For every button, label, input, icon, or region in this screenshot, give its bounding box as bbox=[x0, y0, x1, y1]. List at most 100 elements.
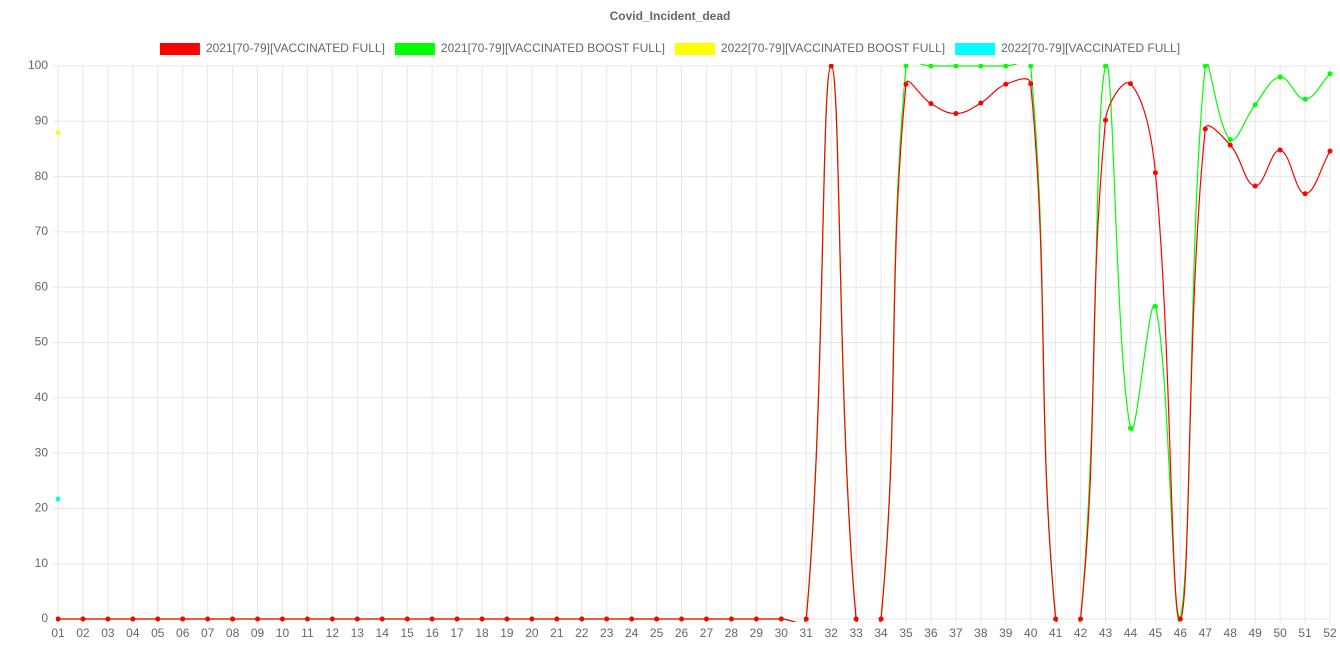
data-point bbox=[1252, 102, 1258, 108]
data-point bbox=[928, 101, 934, 107]
legend-label: 2021[70-79][VACCINATED FULL] bbox=[206, 41, 385, 55]
x-tick-label: 18 bbox=[475, 626, 489, 640]
x-tick-label: 23 bbox=[600, 626, 614, 640]
data-point bbox=[1127, 81, 1133, 87]
legend-item: 2022[70-79][VACCINATED FULL] bbox=[955, 41, 1180, 55]
x-tick-label: 45 bbox=[1149, 626, 1163, 640]
x-tick-label: 05 bbox=[151, 626, 165, 640]
series-line bbox=[58, 65, 1331, 622]
y-tick-label: 30 bbox=[35, 445, 49, 459]
x-tick-label: 31 bbox=[800, 626, 814, 640]
x-tick-label: 04 bbox=[126, 626, 140, 640]
x-tick-label: 12 bbox=[326, 626, 340, 640]
data-point bbox=[953, 111, 959, 117]
data-point bbox=[728, 616, 734, 622]
chart-title: Covid_Incident_dead bbox=[610, 9, 731, 23]
data-point bbox=[1152, 304, 1158, 310]
data-point bbox=[1103, 117, 1109, 123]
data-point bbox=[180, 616, 186, 622]
data-point bbox=[978, 100, 984, 106]
x-tick-label: 09 bbox=[251, 626, 265, 640]
data-point bbox=[1327, 148, 1333, 154]
data-point bbox=[1177, 616, 1183, 622]
legend-label: 2022[70-79][VACCINATED BOOST FULL] bbox=[721, 41, 945, 55]
y-tick-label: 20 bbox=[35, 501, 49, 515]
y-tick-label: 90 bbox=[35, 113, 49, 127]
x-tick-label: 26 bbox=[675, 626, 689, 640]
x-tick-label: 49 bbox=[1248, 626, 1262, 640]
data-point bbox=[529, 616, 535, 622]
x-tick-label: 46 bbox=[1174, 626, 1188, 640]
x-tick-label: 21 bbox=[550, 626, 564, 640]
data-point bbox=[953, 64, 959, 69]
data-point bbox=[579, 616, 585, 622]
x-tick-label: 51 bbox=[1298, 626, 1312, 640]
x-tick-label: 01 bbox=[51, 626, 65, 640]
legend-label: 2021[70-79][VACCINATED BOOST FULL] bbox=[441, 41, 665, 55]
data-point bbox=[778, 616, 784, 622]
data-point bbox=[329, 616, 335, 622]
data-point bbox=[1152, 170, 1158, 176]
x-tick-label: 37 bbox=[949, 626, 963, 640]
data-point bbox=[1202, 126, 1208, 132]
data-point bbox=[903, 81, 909, 87]
x-tick-label: 36 bbox=[924, 626, 938, 640]
data-point bbox=[1028, 64, 1034, 69]
data-point bbox=[679, 616, 685, 622]
legend-swatch bbox=[955, 43, 996, 55]
data-point bbox=[155, 616, 161, 622]
y-tick-label: 10 bbox=[35, 556, 49, 570]
x-tick-label: 52 bbox=[1323, 626, 1337, 640]
data-point bbox=[1202, 64, 1208, 69]
x-tick-label: 10 bbox=[276, 626, 290, 640]
x-tick-label: 42 bbox=[1074, 626, 1088, 640]
x-tick-label: 11 bbox=[301, 626, 314, 640]
x-tick-label: 19 bbox=[500, 626, 514, 640]
legend-item: 2022[70-79][VACCINATED BOOST FULL] bbox=[675, 41, 945, 55]
data-point bbox=[1277, 74, 1283, 80]
data-point bbox=[654, 616, 660, 622]
data-point bbox=[1252, 183, 1258, 189]
data-point bbox=[1003, 81, 1009, 87]
legend-swatch bbox=[675, 43, 715, 55]
data-point bbox=[80, 616, 86, 622]
x-tick-label: 16 bbox=[425, 626, 439, 640]
x-tick-label: 07 bbox=[201, 626, 215, 640]
x-tick-label: 33 bbox=[849, 626, 863, 640]
plot-area bbox=[56, 64, 1333, 622]
x-tick-label: 17 bbox=[450, 626, 464, 640]
data-point bbox=[554, 616, 560, 622]
x-tick-label: 44 bbox=[1124, 626, 1138, 640]
data-point bbox=[853, 616, 859, 622]
y-tick-label: 0 bbox=[41, 611, 48, 625]
data-point bbox=[703, 616, 709, 622]
y-tick-label: 70 bbox=[35, 224, 49, 238]
data-point bbox=[279, 616, 285, 622]
data-point bbox=[1003, 64, 1009, 69]
y-tick-label: 60 bbox=[35, 279, 49, 293]
x-tick-label: 28 bbox=[725, 626, 739, 640]
legend-swatch bbox=[394, 43, 435, 55]
x-tick-label: 14 bbox=[376, 626, 390, 640]
data-point bbox=[504, 616, 510, 622]
legend-item: 2021[70-79][VACCINATED BOOST FULL] bbox=[394, 41, 665, 55]
data-point bbox=[379, 616, 385, 622]
x-tick-label: 13 bbox=[351, 626, 365, 640]
x-tick-label: 39 bbox=[999, 626, 1013, 640]
x-tick-label: 27 bbox=[700, 626, 714, 640]
data-point bbox=[255, 616, 261, 622]
data-point bbox=[1302, 191, 1308, 197]
data-point bbox=[878, 616, 884, 622]
data-point bbox=[1028, 81, 1034, 87]
data-point bbox=[903, 64, 909, 69]
data-point bbox=[629, 616, 635, 622]
data-point bbox=[56, 496, 61, 502]
data-point bbox=[928, 64, 934, 69]
data-point bbox=[803, 616, 809, 622]
y-tick-label: 40 bbox=[35, 390, 49, 404]
x-tick-label: 25 bbox=[650, 626, 664, 640]
legend: 2021[70-79][VACCINATED FULL] 2021[70-79][… bbox=[159, 41, 1180, 55]
data-point bbox=[1078, 616, 1084, 622]
x-tick-label: 32 bbox=[824, 626, 838, 640]
data-point bbox=[978, 64, 984, 69]
